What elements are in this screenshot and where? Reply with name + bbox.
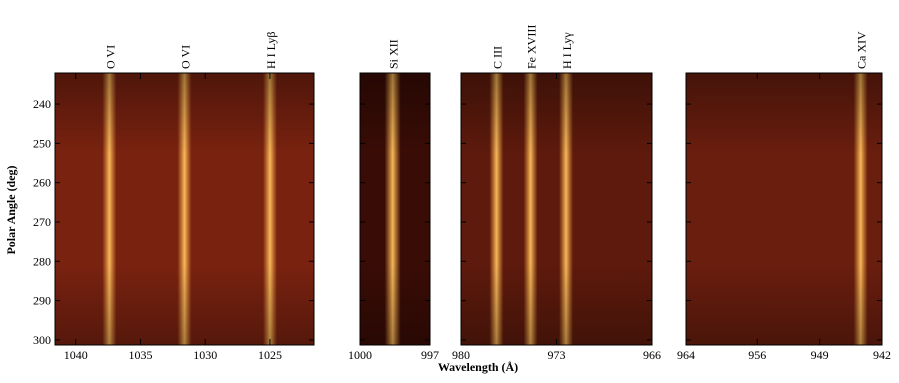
line-label: C III (490, 46, 504, 69)
panel-frame (460, 72, 653, 346)
x-tick-label: 1040 (64, 348, 88, 362)
y-tick-label: 280 (33, 254, 51, 268)
y-tick-label: 240 (33, 97, 51, 111)
y-tick-label: 270 (33, 215, 51, 229)
y-tick-label: 290 (33, 294, 51, 308)
x-tick-label: 964 (677, 348, 695, 362)
y-tick-label: 250 (33, 136, 51, 150)
x-tick-label: 1000 (348, 348, 372, 362)
line-label: Si XII (387, 39, 401, 69)
panel-frame (54, 72, 315, 346)
x-tick-label: 1030 (193, 348, 217, 362)
x-tick-label: 942 (873, 348, 891, 362)
line-label: Ca XIV (855, 31, 869, 69)
panel-shade (55, 73, 314, 345)
panel-shade (686, 73, 882, 345)
x-tick-label: 956 (748, 348, 766, 362)
line-label: Fe XVIII (525, 25, 539, 69)
panel-frame (685, 72, 883, 346)
x-tick-label: 966 (643, 348, 661, 362)
x-tick-label: 997 (421, 348, 439, 362)
y-tick-label: 300 (33, 333, 51, 347)
line-label: O VI (103, 45, 117, 69)
x-tick-label: 973 (548, 348, 566, 362)
panel-frame (359, 72, 431, 346)
x-tick-label: 980 (452, 348, 470, 362)
line-label: H I Lyγ (560, 32, 574, 69)
x-tick-label: 1025 (258, 348, 282, 362)
y-axis-label: Polar Angle (deg) (4, 165, 18, 254)
panel-shade (360, 73, 430, 345)
line-label: O VI (179, 45, 193, 69)
y-tick-label: 260 (33, 176, 51, 190)
panel-shade (461, 73, 652, 345)
x-tick-label: 1035 (128, 348, 152, 362)
x-tick-label: 949 (811, 348, 829, 362)
x-axis-label: Wavelength (Å) (438, 360, 518, 374)
line-label: H I Lyβ (264, 32, 278, 69)
